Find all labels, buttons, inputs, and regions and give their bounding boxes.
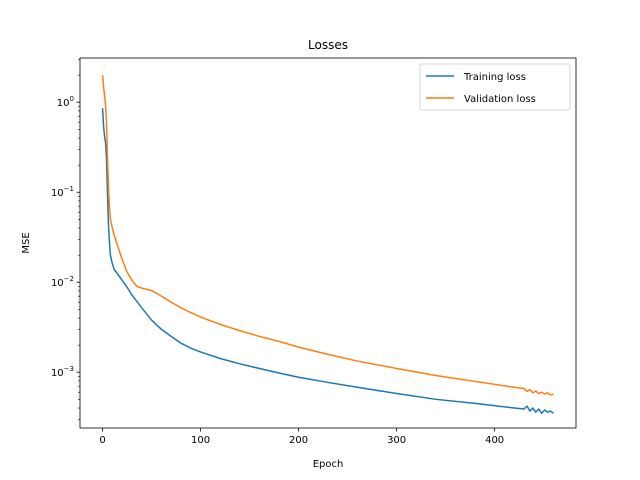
y-tick-label: 10−3 [51,365,74,379]
x-tick-label: 200 [289,435,308,446]
legend-label: Validation loss [464,94,536,105]
series-layer [101,75,554,414]
x-tick-label: 300 [387,435,406,446]
x-tick-label: 100 [191,435,210,446]
y-tick-label: 10−1 [51,185,74,199]
axes-frame [79,57,577,429]
x-axis-title: Epoch [313,459,344,470]
y-tick-label: 100 [57,95,74,109]
x-axis-ticks: 0 100 200 300 400 [99,428,504,446]
legend-label: Training loss [463,72,526,83]
y-axis-ticks: 10−3 10−2 10−1 100 [51,58,80,420]
y-tick-label: 10−2 [51,275,74,289]
legend: Training loss Validation loss [419,63,571,111]
legend-box [419,63,571,111]
chart-title: Losses [308,38,348,52]
y-axis-title: MSE [21,232,32,253]
plot-area [79,57,577,429]
x-tick-label: 400 [485,435,504,446]
series-line-validation-loss [101,75,554,396]
x-tick-label: 0 [99,435,105,446]
series-line-training-loss [101,108,554,414]
